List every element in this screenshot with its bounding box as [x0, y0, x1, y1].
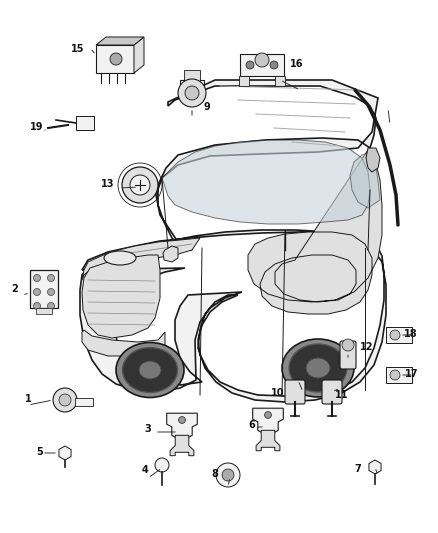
Ellipse shape — [289, 344, 347, 392]
Text: 10: 10 — [271, 388, 285, 398]
FancyBboxPatch shape — [322, 380, 342, 404]
Text: 3: 3 — [145, 424, 152, 434]
Circle shape — [255, 53, 269, 67]
Circle shape — [47, 288, 54, 295]
Circle shape — [390, 370, 400, 380]
Text: 9: 9 — [204, 102, 211, 112]
Polygon shape — [253, 408, 283, 434]
Text: 8: 8 — [212, 469, 219, 479]
Ellipse shape — [139, 361, 161, 379]
Circle shape — [33, 303, 40, 310]
Polygon shape — [256, 430, 280, 451]
Ellipse shape — [116, 343, 184, 398]
Text: 6: 6 — [249, 420, 255, 430]
Text: 4: 4 — [141, 465, 148, 475]
Ellipse shape — [110, 53, 122, 65]
Circle shape — [390, 330, 400, 340]
Text: 5: 5 — [37, 447, 43, 457]
FancyBboxPatch shape — [30, 270, 58, 308]
FancyBboxPatch shape — [275, 76, 285, 86]
Circle shape — [33, 288, 40, 295]
Circle shape — [53, 388, 77, 412]
FancyBboxPatch shape — [386, 327, 412, 343]
Polygon shape — [167, 413, 197, 439]
Polygon shape — [163, 246, 178, 262]
FancyBboxPatch shape — [386, 367, 412, 383]
FancyBboxPatch shape — [76, 116, 94, 130]
Circle shape — [178, 79, 206, 107]
Ellipse shape — [306, 358, 330, 378]
Text: 15: 15 — [71, 44, 85, 54]
FancyBboxPatch shape — [184, 70, 200, 82]
Text: 16: 16 — [290, 59, 304, 69]
Polygon shape — [80, 230, 386, 402]
Text: 7: 7 — [355, 464, 361, 474]
Polygon shape — [82, 255, 160, 338]
FancyBboxPatch shape — [285, 380, 305, 404]
Text: 13: 13 — [101, 179, 115, 189]
Text: 1: 1 — [25, 394, 32, 404]
Polygon shape — [75, 398, 93, 406]
Polygon shape — [366, 148, 380, 172]
Polygon shape — [134, 37, 144, 73]
Text: 17: 17 — [405, 369, 418, 379]
Circle shape — [130, 175, 150, 195]
Polygon shape — [96, 37, 144, 45]
Ellipse shape — [282, 339, 354, 397]
FancyBboxPatch shape — [96, 45, 134, 73]
Polygon shape — [82, 330, 165, 356]
Text: 11: 11 — [335, 390, 348, 400]
Text: 12: 12 — [360, 342, 374, 352]
Polygon shape — [170, 435, 194, 456]
Circle shape — [265, 411, 272, 418]
FancyBboxPatch shape — [240, 54, 284, 76]
Circle shape — [179, 417, 185, 423]
Ellipse shape — [123, 348, 177, 392]
FancyBboxPatch shape — [180, 80, 204, 98]
Polygon shape — [350, 152, 380, 208]
Text: 2: 2 — [12, 284, 18, 294]
Polygon shape — [248, 150, 382, 314]
Circle shape — [246, 61, 254, 69]
Circle shape — [47, 303, 54, 310]
Text: 19: 19 — [30, 122, 43, 132]
Circle shape — [122, 167, 158, 203]
FancyBboxPatch shape — [239, 76, 249, 86]
Circle shape — [185, 86, 199, 100]
Circle shape — [222, 469, 234, 481]
Circle shape — [342, 339, 354, 351]
FancyBboxPatch shape — [340, 341, 356, 369]
Circle shape — [59, 394, 71, 406]
Circle shape — [216, 463, 240, 487]
Ellipse shape — [104, 251, 136, 265]
Polygon shape — [82, 238, 200, 280]
Polygon shape — [156, 80, 378, 250]
Circle shape — [270, 61, 278, 69]
Text: 18: 18 — [404, 329, 418, 339]
Circle shape — [155, 458, 169, 472]
FancyBboxPatch shape — [36, 308, 52, 314]
Circle shape — [47, 274, 54, 281]
Polygon shape — [162, 140, 370, 224]
Circle shape — [33, 274, 40, 281]
